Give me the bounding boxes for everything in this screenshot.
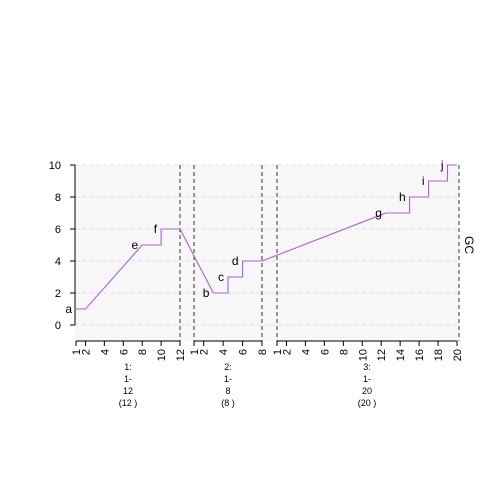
series-line — [76, 164, 457, 310]
segment-label-2-1: 1- — [363, 374, 371, 384]
segment-label-0-0: 1: — [124, 362, 132, 372]
segment-label-0-2: 12 — [123, 386, 133, 396]
point-label-g: g — [375, 206, 382, 220]
x-tick-label-2-5: 10 — [357, 349, 369, 361]
y-axis: 0 2 4 6 8 10 — [49, 160, 76, 332]
x-tick-label-2-0: 1 — [272, 349, 284, 355]
x-tick-label-0-6: 12 — [175, 349, 187, 361]
x-tick-label-0-5: 10 — [156, 349, 168, 361]
x-tick-label-2-8: 16 — [414, 349, 426, 361]
x-tick-label-0-0: 1 — [71, 349, 83, 355]
x-tick-label-0-2: 4 — [99, 349, 111, 355]
x-tick-label-2-6: 12 — [376, 349, 388, 361]
x-tick-label-2-3: 6 — [319, 349, 331, 355]
point-label-d: d — [232, 254, 239, 268]
segment-label-1-1: 1- — [224, 374, 232, 384]
x-axis: 12 4 6 8 10 121:1-12(12 )12 4 6 82:1-8(8 )12 4 6 8 1… — [71, 340, 464, 408]
y-tick-label-4: 8 — [55, 192, 61, 204]
point-labels: a e f bcd g h i j — [65, 158, 443, 316]
x-tick-label-1-3: 6 — [238, 349, 250, 355]
segment-label-2-3: (20 ) — [358, 398, 377, 408]
segment-separators — [179, 165, 460, 341]
point-label-i: i — [422, 174, 425, 188]
y-tick-label-1: 2 — [55, 288, 61, 300]
point-label-a: a — [65, 302, 72, 316]
x-tick-label-0-1: 2 — [80, 349, 92, 355]
y-tick-label-5: 10 — [49, 160, 61, 172]
x-tick-label-1-1: 2 — [199, 349, 211, 355]
segment-label-2-2: 20 — [362, 386, 372, 396]
x-tick-label-1-0: 1 — [189, 349, 201, 355]
point-label-b: b — [203, 286, 210, 300]
point-label-h: h — [399, 190, 406, 204]
point-label-f: f — [154, 222, 158, 236]
y-tick-label-2: 4 — [55, 256, 61, 268]
x-tick-label-1-4: 8 — [257, 349, 269, 355]
point-label-c: c — [218, 270, 224, 284]
segment-label-1-0: 2: — [224, 362, 232, 372]
segment-label-1-3: (8 ) — [221, 398, 235, 408]
grid — [75, 164, 459, 326]
x-tick-label-1-2: 4 — [218, 349, 230, 355]
x-tick-label-2-9: 18 — [433, 349, 445, 361]
x-tick-label-2-10: 20 — [452, 349, 464, 361]
segment-label-0-3: (12 ) — [119, 398, 138, 408]
y-tick-label-0: 0 — [55, 320, 61, 332]
y-tick-label-3: 6 — [55, 224, 61, 236]
x-tick-label-0-3: 6 — [118, 349, 130, 355]
x-tick-label-2-7: 14 — [395, 349, 407, 361]
point-label-j: j — [440, 158, 444, 172]
segment-label-1-2: 8 — [225, 386, 230, 396]
y-axis-title: GC — [462, 236, 476, 254]
x-tick-label-2-4: 8 — [338, 349, 350, 355]
plot-background — [75, 165, 459, 341]
x-tick-label-0-4: 8 — [137, 349, 149, 355]
x-tick-label-2-1: 2 — [281, 349, 293, 355]
segment-label-2-0: 3: — [363, 362, 371, 372]
point-label-e: e — [131, 238, 138, 252]
segment-label-0-1: 1- — [124, 374, 132, 384]
x-tick-label-2-2: 4 — [300, 349, 312, 355]
